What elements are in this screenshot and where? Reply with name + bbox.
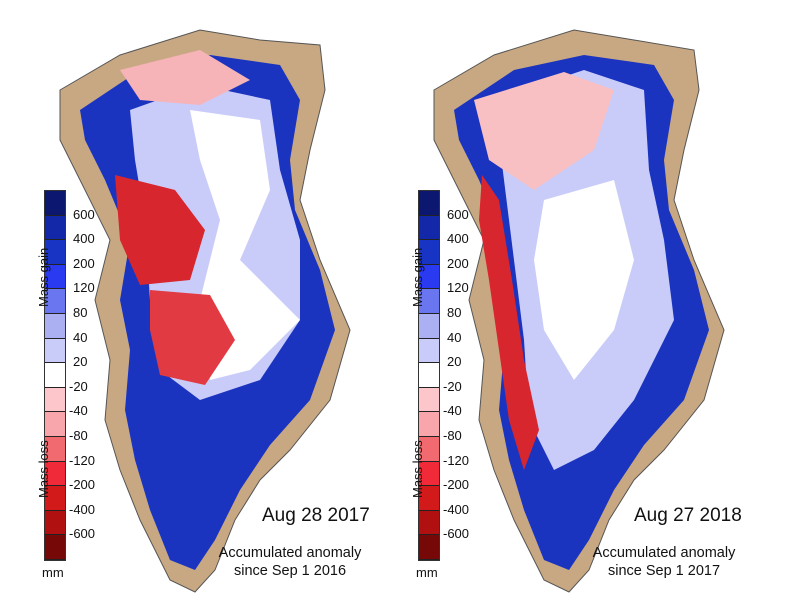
- colorbar: [44, 190, 66, 561]
- colorbar-swatch: [45, 313, 65, 339]
- colorbar-tick-label: 20: [447, 354, 462, 370]
- colorbar-tick-label: -40: [69, 403, 88, 419]
- unit-label: mm: [42, 565, 64, 580]
- mass-gain-label: Mass gain: [36, 247, 51, 307]
- colorbar-tick-label: -80: [69, 428, 88, 443]
- colorbar-tick-label: 600: [447, 206, 469, 222]
- colorbar-swatch: [45, 215, 65, 241]
- colorbar-swatch: [419, 338, 439, 364]
- colorbar-swatch: [419, 461, 439, 487]
- colorbar-swatch: [419, 363, 439, 388]
- loss-west-1: [115, 175, 205, 285]
- colorbar-swatch: [45, 461, 65, 487]
- colorbar-swatch: [45, 510, 65, 536]
- colorbar-tick-label: -120: [69, 452, 96, 468]
- colorbar-swatch: [45, 289, 65, 314]
- colorbar-tick-label: -400: [443, 501, 470, 517]
- caption-line2: since Sep 1 2016: [233, 563, 347, 579]
- colorbar-swatch: [419, 436, 439, 462]
- mass-gain-label: Mass gain: [410, 247, 425, 307]
- colorbar-swatch: [45, 264, 65, 290]
- colorbar-swatch: [419, 264, 439, 290]
- caption: Accumulated anomaly since Sep 1 2017: [579, 544, 749, 580]
- colorbar-tick-label: -200: [69, 477, 96, 493]
- date-label: Aug 28 2017: [262, 505, 370, 526]
- colorbar-swatch: [45, 191, 65, 216]
- colorbar-tick-label: -40: [443, 403, 462, 419]
- colorbar-swatch: [45, 412, 65, 437]
- colorbar-swatch: [419, 289, 439, 314]
- date-label: Aug 27 2018: [634, 505, 742, 526]
- colorbar-tick-label: 200: [447, 255, 469, 271]
- panel-2017: 600 400 200 120 80 40 20 -20 -40 -80 -120 -200 -400 -…: [36, 29, 375, 593]
- colorbar-tick-label: 80: [447, 305, 462, 320]
- colorbar-tick-label: 200: [73, 255, 95, 271]
- caption: Accumulated anomaly since Sep 1 2016: [205, 544, 375, 580]
- colorbar-swatch: [419, 215, 439, 241]
- colorbar-swatch: [419, 486, 439, 511]
- colorbar-tick-label: -20: [69, 378, 88, 394]
- colorbar-tick-label: -20: [443, 378, 462, 394]
- colorbar-swatch: [419, 535, 439, 560]
- interior-white: [534, 180, 634, 380]
- unit-label: mm: [416, 565, 438, 580]
- colorbar-tick-label: -600: [443, 526, 470, 542]
- colorbar-tick-label: 400: [73, 231, 95, 247]
- loss-west-margin: [479, 175, 539, 470]
- colorbar-swatch: [45, 535, 65, 560]
- mass-loss-label: Mass loss: [36, 440, 51, 498]
- panel-2018: 600 400 200 120 80 40 20 -20 -40 -80 -120 -200 -400 -…: [394, 0, 788, 612]
- colorbar-swatch: [45, 363, 65, 388]
- colorbar-swatch: [45, 486, 65, 511]
- loss-north: [120, 50, 250, 105]
- colorbar-swatch: [419, 387, 439, 413]
- colorbar-swatch: [419, 510, 439, 536]
- colorbar-tick-label: 120: [73, 280, 95, 296]
- colorbar-tick-label: -120: [443, 452, 470, 468]
- mass-loss-label: Mass loss: [410, 440, 425, 498]
- colorbar: [418, 190, 440, 561]
- colorbar-tick-label: 80: [73, 305, 88, 320]
- north-pink: [474, 72, 614, 190]
- colorbar-swatch: [45, 387, 65, 413]
- colorbar-swatch: [419, 191, 439, 216]
- colorbar-tick-label: -600: [69, 526, 96, 542]
- caption-line1: Accumulated anomaly: [218, 545, 362, 561]
- colorbar-tick-label: 120: [447, 280, 469, 296]
- colorbar-tick-label: 600: [73, 206, 95, 222]
- loss-west-2: [150, 290, 235, 385]
- colorbar-tick-label: -200: [443, 477, 470, 493]
- colorbar-swatch: [45, 338, 65, 364]
- colorbar-swatch: [419, 313, 439, 339]
- colorbar-swatch: [419, 412, 439, 437]
- colorbar-tick-label: 40: [73, 329, 88, 345]
- caption-line2: since Sep 1 2017: [607, 563, 721, 579]
- colorbar-tick-label: 20: [73, 354, 88, 370]
- colorbar-tick-label: 40: [447, 329, 462, 345]
- caption-line1: Accumulated anomaly: [592, 545, 736, 561]
- colorbar-swatch: [419, 240, 439, 265]
- colorbar-swatch: [45, 240, 65, 265]
- greenland-map-2018: [433, 29, 725, 593]
- colorbar-swatch: [45, 436, 65, 462]
- colorbar-tick-label: 400: [447, 231, 469, 247]
- greenland-map-2017: [59, 29, 351, 593]
- colorbar-tick-label: -400: [69, 501, 96, 517]
- colorbar-tick-label: -80: [443, 428, 462, 443]
